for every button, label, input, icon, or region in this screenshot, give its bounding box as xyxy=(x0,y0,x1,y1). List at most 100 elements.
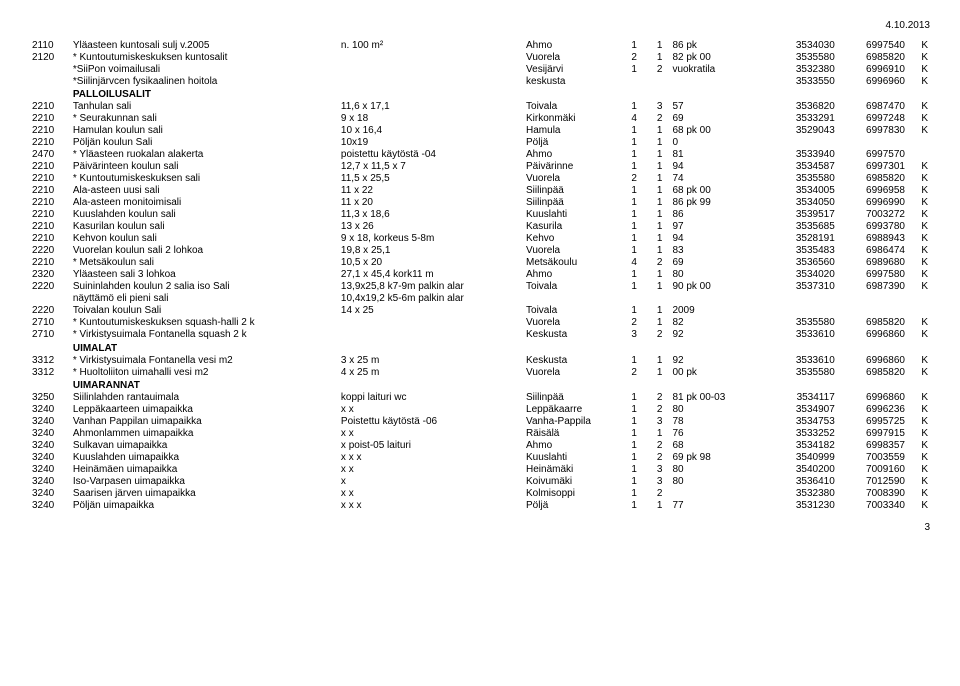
cell xyxy=(30,293,71,305)
cell: 1 xyxy=(639,51,665,63)
table-row: 3240Leppäkaarteen uimapaikkax xLeppäkaar… xyxy=(30,404,930,416)
table-row: 2210* Kuntoutumiskeskuksen sali11,5 x 25… xyxy=(30,173,930,185)
cell: Kuuslahti xyxy=(524,452,613,464)
cell: Kasurila xyxy=(524,221,613,233)
cell xyxy=(754,305,837,317)
cell: 1 xyxy=(613,221,639,233)
cell: x x xyxy=(339,464,524,476)
cell: 3533252 xyxy=(754,428,837,440)
cell: 1 xyxy=(613,428,639,440)
cell: 7008390 xyxy=(837,488,907,500)
cell: * Kuntoutumiskeskuksen sali xyxy=(71,173,339,185)
cell: 2220 xyxy=(30,305,71,317)
section-title: UIMARANNAT xyxy=(71,378,930,392)
cell: K xyxy=(907,428,930,440)
cell: Siilinpää xyxy=(524,197,613,209)
table-row: 3312* Huoltoliiton uimahalli vesi m24 x … xyxy=(30,366,930,378)
page-number: 3 xyxy=(30,522,930,533)
cell: Vanhan Pappilan uimapaikka xyxy=(71,416,339,428)
cell: 3240 xyxy=(30,416,71,428)
cell: Tanhulan sali xyxy=(71,101,339,113)
cell: 2 xyxy=(639,113,665,125)
section-header-row: UIMARANNAT xyxy=(30,378,930,392)
cell: K xyxy=(907,197,930,209)
cell: 90 pk 00 xyxy=(664,281,753,293)
cell: Keskusta xyxy=(524,329,613,341)
cell: 7003340 xyxy=(837,500,907,512)
cell: 6997580 xyxy=(837,269,907,281)
cell: 82 xyxy=(664,317,753,329)
cell: Pöljän koulun Sali xyxy=(71,137,339,149)
cell: 77 xyxy=(664,500,753,512)
section-header-row: UIMALAT xyxy=(30,341,930,355)
cell: K xyxy=(907,233,930,245)
cell: 1 xyxy=(613,476,639,488)
cell: 6985820 xyxy=(837,317,907,329)
cell: 2110 xyxy=(30,39,71,51)
section-title: UIMALAT xyxy=(71,341,930,355)
cell xyxy=(664,75,753,87)
facilities-table: 2110Yläasteen kuntosali sulj v.2005n. 10… xyxy=(30,39,930,512)
cell xyxy=(30,378,71,392)
cell: 1 xyxy=(639,185,665,197)
table-row: 2220Suininlahden koulun 2 salia iso Sali… xyxy=(30,281,930,293)
cell: 3240 xyxy=(30,488,71,500)
cell: 2210 xyxy=(30,161,71,173)
cell: * Kuntoutumiskeskuksen squash-halli 2 k xyxy=(71,317,339,329)
table-row: 3240Ahmonlammen uimapaikkax xRäisälä1176… xyxy=(30,428,930,440)
cell: K xyxy=(907,392,930,404)
cell: 3533550 xyxy=(754,75,837,87)
cell: vuokratila xyxy=(664,63,753,75)
cell: 12,7 x 11,5 x 7 xyxy=(339,161,524,173)
cell: K xyxy=(907,366,930,378)
cell: x xyxy=(339,476,524,488)
table-row: 2210Päivärinteen koulun sali12,7 x 11,5 … xyxy=(30,161,930,173)
cell: 3240 xyxy=(30,404,71,416)
cell: 3312 xyxy=(30,366,71,378)
cell: 6996860 xyxy=(837,329,907,341)
cell: Saarisen järven uimapaikka xyxy=(71,488,339,500)
cell: 6997301 xyxy=(837,161,907,173)
cell: 14 x 25 xyxy=(339,305,524,317)
cell xyxy=(339,317,524,329)
cell: 1 xyxy=(613,209,639,221)
table-row: 3240Pöljän uimapaikkax x xPöljä117735312… xyxy=(30,500,930,512)
table-row: 2210* Seurakunnan sali9 x 18Kirkonmäki42… xyxy=(30,113,930,125)
cell: 1 xyxy=(613,392,639,404)
cell: 2 xyxy=(639,257,665,269)
cell: K xyxy=(907,75,930,87)
table-row: 3240Sulkavan uimapaikkax poist-05 laitur… xyxy=(30,440,930,452)
cell: 10 x 16,4 xyxy=(339,125,524,137)
table-row: 3240Heinämäen uimapaikkax xHeinämäki1380… xyxy=(30,464,930,476)
table-row: 2210Ala-asteen monitoimisali11 x 20Siili… xyxy=(30,197,930,209)
table-row: 2210Kasurilan koulun sali13 x 26Kasurila… xyxy=(30,221,930,233)
cell: *Siilinjärvcen fysikaalinen hoitola xyxy=(71,75,339,87)
cell: 3537310 xyxy=(754,281,837,293)
cell: 3250 xyxy=(30,392,71,404)
cell: 6987470 xyxy=(837,101,907,113)
cell: 80 xyxy=(664,464,753,476)
cell: 1 xyxy=(613,452,639,464)
table-row: 3240Iso-Varpasen uimapaikkaxKoivumäki138… xyxy=(30,476,930,488)
cell: Kuuslahti xyxy=(524,209,613,221)
cell xyxy=(30,75,71,87)
cell: 3 xyxy=(639,464,665,476)
cell: 1 xyxy=(613,149,639,161)
cell: 6997248 xyxy=(837,113,907,125)
cell: 3240 xyxy=(30,428,71,440)
cell: 1 xyxy=(613,305,639,317)
cell: Hamula xyxy=(524,125,613,137)
table-row: 3250Siilinlahden rantauimalakoppi laitur… xyxy=(30,392,930,404)
cell: 57 xyxy=(664,101,753,113)
cell: 2 xyxy=(613,173,639,185)
table-row: 2110Yläasteen kuntosali sulj v.2005n. 10… xyxy=(30,39,930,51)
cell: 1 xyxy=(639,354,665,366)
cell: 1 xyxy=(613,101,639,113)
cell: 2710 xyxy=(30,329,71,341)
cell xyxy=(837,293,907,305)
cell: 69 xyxy=(664,257,753,269)
cell: K xyxy=(907,161,930,173)
cell: 6996960 xyxy=(837,75,907,87)
cell: * Yläasteen ruokalan alakerta xyxy=(71,149,339,161)
cell: 6998357 xyxy=(837,440,907,452)
